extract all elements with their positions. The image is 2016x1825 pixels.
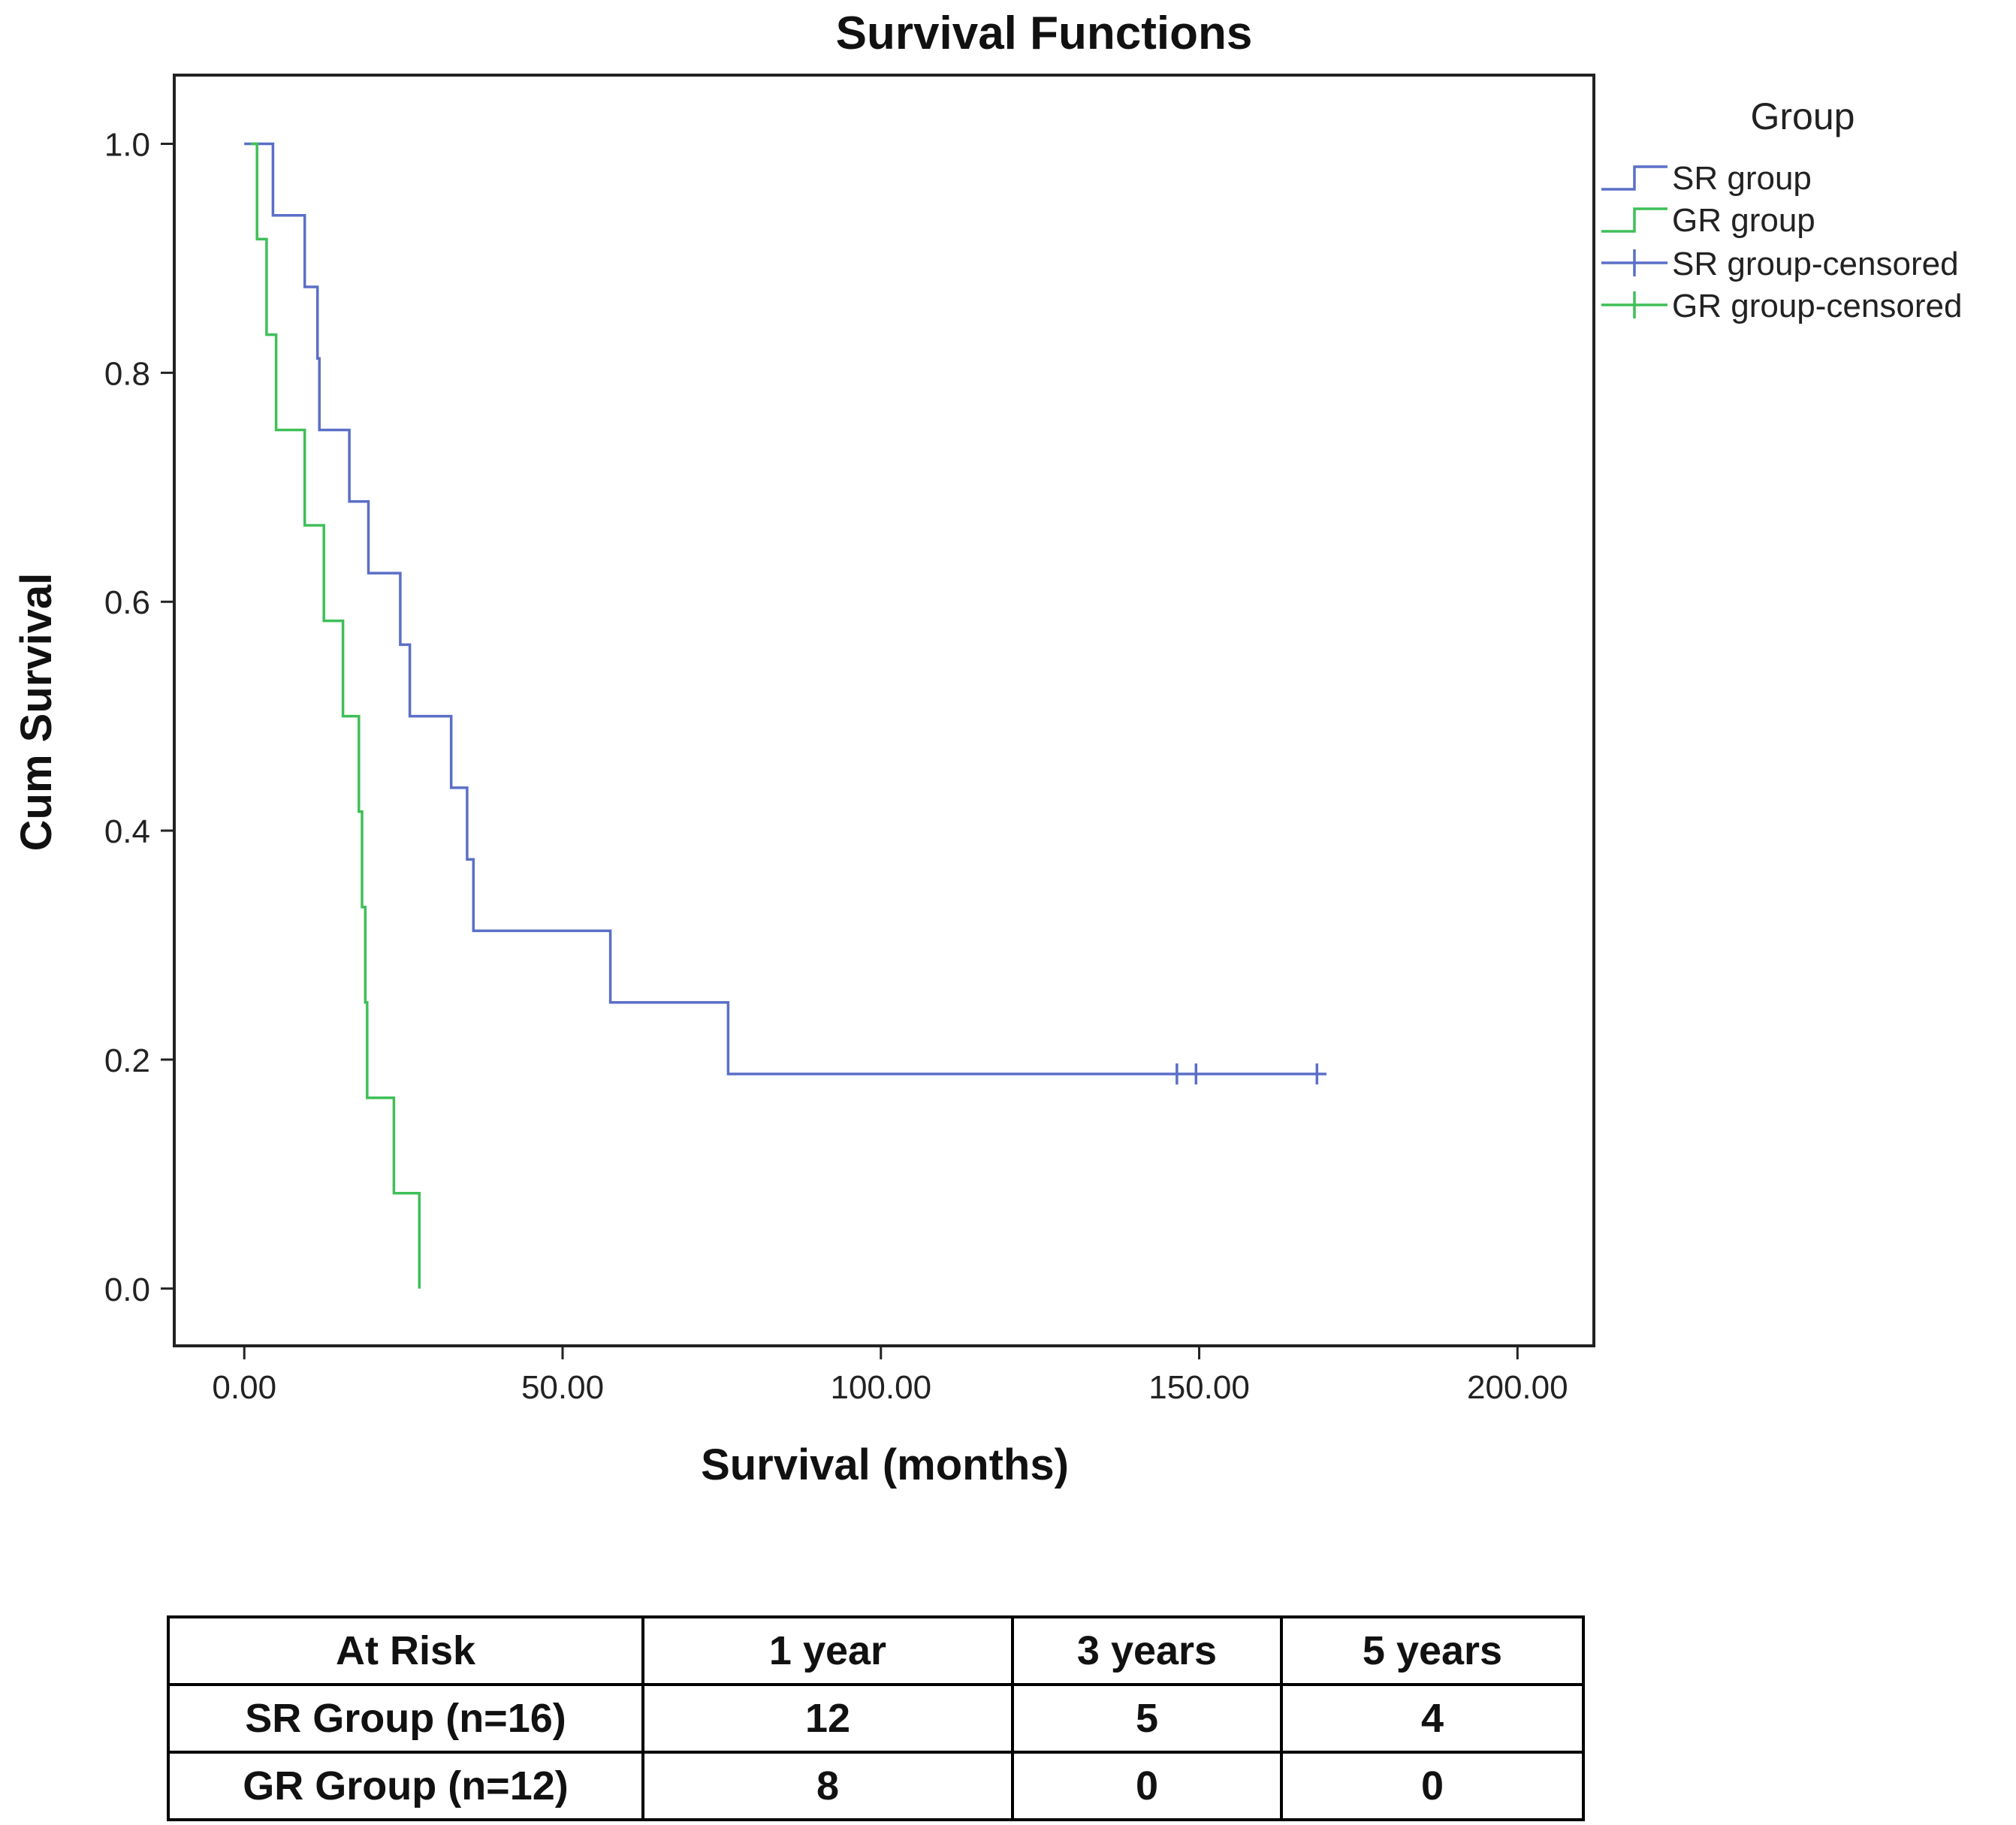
y-tick-label: 0.6: [104, 584, 150, 621]
y-tick-label: 0.2: [104, 1042, 150, 1079]
x-axis-label: Survival (months): [701, 1440, 1069, 1489]
at-risk-table: At Risk 1 year 3 years 5 years SR Group …: [167, 1615, 1585, 1821]
y-tick-label: 0.0: [104, 1271, 150, 1308]
y-tick-label: 0.8: [104, 355, 150, 392]
y-tick-label: 0.4: [104, 813, 150, 850]
table-header-cell: 3 years: [1011, 1615, 1283, 1686]
x-tick-label: 100.00: [830, 1369, 931, 1406]
table-header-cell: 1 year: [641, 1615, 1014, 1686]
table-cell: 0: [1280, 1751, 1585, 1821]
chart-title: Survival Functions: [836, 8, 1253, 59]
table-cell: GR Group (n=12): [167, 1751, 644, 1821]
sr-group-line: [244, 142, 1326, 1075]
x-tick-label: 0.00: [212, 1369, 276, 1406]
table-header-row: At Risk 1 year 3 years 5 years: [167, 1615, 1585, 1686]
legend-step-swatch: [1601, 207, 1667, 233]
table-cell: 4: [1280, 1683, 1585, 1754]
legend-entry-label: SR group-censored: [1672, 246, 1959, 282]
legend: SR group GR group SR group-censored GR grou…: [1601, 160, 1962, 324]
table-cell: 5: [1011, 1683, 1283, 1754]
legend-entry-label: GR group: [1672, 202, 1815, 239]
table-cell: 8: [641, 1751, 1014, 1821]
legend-title: Group: [1751, 95, 1855, 137]
legend-step-swatch: [1601, 165, 1667, 191]
series-layer: [244, 142, 1326, 1289]
x-tick-label: 50.00: [521, 1369, 604, 1406]
x-axis: 0.00 50.00 100.00 150.00 200.00: [212, 1346, 1568, 1406]
y-tick-label: 1.0: [104, 126, 150, 163]
table-row: GR Group (n=12) 8 0 0: [167, 1751, 1585, 1821]
table-cell: 0: [1011, 1751, 1283, 1821]
survival-chart: Survival Functions 0.0 0.2 0.4 0.6 0.8 1.0 0.…: [12, 8, 1962, 1489]
legend-entry-label: GR group-censored: [1672, 288, 1962, 324]
table-header-cell: At Risk: [167, 1615, 644, 1686]
table-cell: 12: [641, 1683, 1014, 1754]
table-row: SR Group (n=16) 12 5 4: [167, 1683, 1585, 1754]
plot-frame: [173, 74, 1595, 1347]
table-cell: SR Group (n=16): [167, 1683, 644, 1754]
x-tick-label: 200.00: [1467, 1369, 1568, 1406]
y-axis-label: Cum Survival: [12, 573, 61, 852]
x-tick-label: 150.00: [1148, 1369, 1250, 1406]
legend-entry-label: SR group: [1672, 160, 1812, 197]
y-axis: 0.0 0.2 0.4 0.6 0.8 1.0: [104, 126, 174, 1308]
gr-group-line: [250, 142, 421, 1289]
table-header-cell: 5 years: [1280, 1615, 1585, 1686]
